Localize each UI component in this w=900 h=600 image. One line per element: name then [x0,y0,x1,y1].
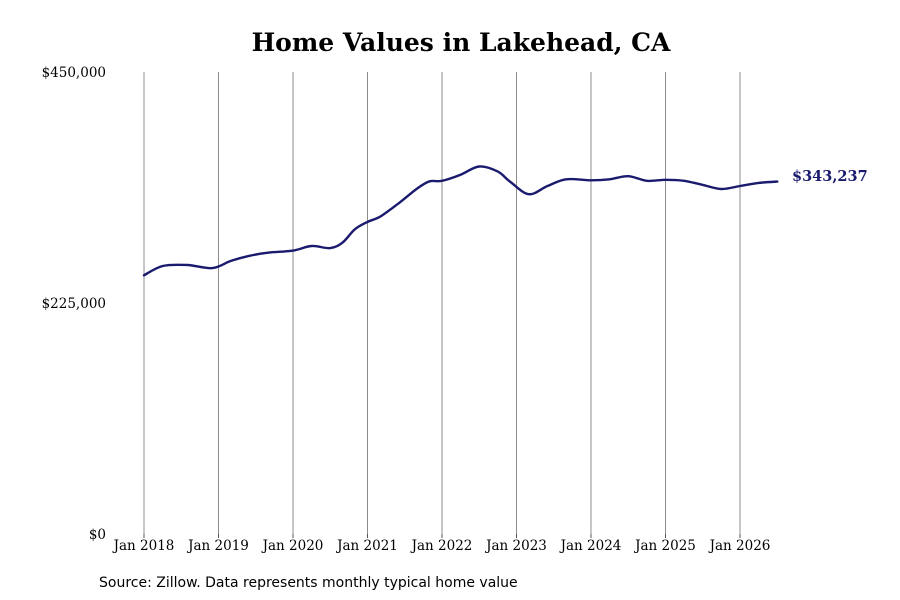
x-tick-label: Jan 2019 [186,538,249,554]
x-axis-ticks: Jan 2018 Jan 2019 Jan 2020 Jan 2021 Jan 2022… [112,534,771,554]
x-tick-label: Jan 2025 [633,538,696,554]
x-tick-label: Jan 2024 [559,538,622,554]
x-tick-label: Jan 2022 [410,538,473,554]
y-tick-label: $0 [89,527,106,543]
y-tick-label: $225,000 [42,296,106,312]
x-tick-label: Jan 2021 [335,538,398,554]
x-tick-label: Jan 2026 [708,538,771,554]
x-tick-label: Jan 2020 [261,538,324,554]
chart-title: Home Values in Lakehead, CA [252,28,671,57]
y-tick-label: $450,000 [42,65,106,81]
latest-value-label: $343,237 [792,168,868,185]
x-tick-label: Jan 2023 [484,538,547,554]
source-note: Source: Zillow. Data represents monthly … [99,575,518,591]
vertical-gridlines [143,72,741,534]
home-value-line [142,165,779,277]
x-tick-label: Jan 2018 [112,538,175,554]
y-axis-ticks: $0 $225,000 $450,000 [42,65,106,543]
